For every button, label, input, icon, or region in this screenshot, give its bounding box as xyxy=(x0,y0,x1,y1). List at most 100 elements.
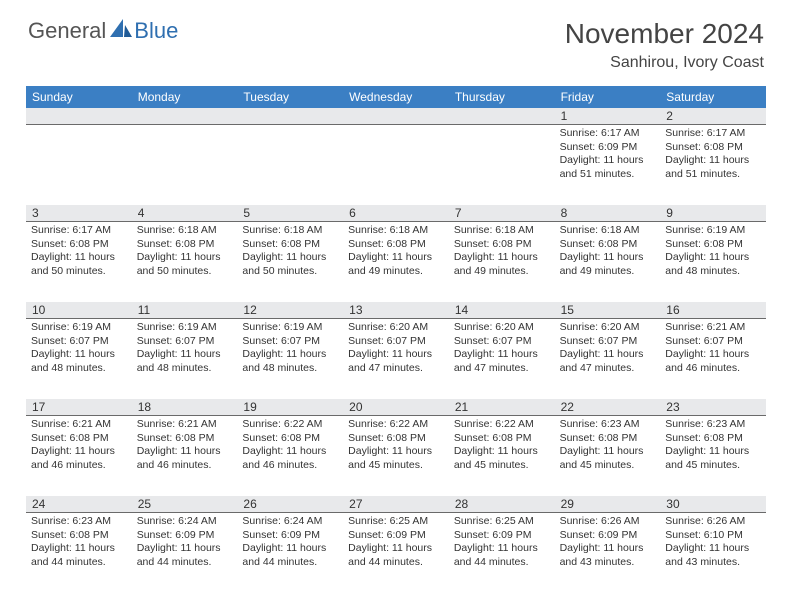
cell-content: Sunrise: 6:20 AMSunset: 6:07 PMDaylight:… xyxy=(555,319,661,380)
sunrise-text: Sunrise: 6:26 AM xyxy=(665,515,761,529)
day-number xyxy=(132,108,238,125)
daylight-text: Daylight: 11 hours and 45 minutes. xyxy=(665,445,761,472)
daylight-text: Daylight: 11 hours and 45 minutes. xyxy=(454,445,550,472)
sunrise-text: Sunrise: 6:24 AM xyxy=(137,515,233,529)
calendar-cell: Sunrise: 6:17 AMSunset: 6:09 PMDaylight:… xyxy=(555,125,661,205)
day-number: 18 xyxy=(132,399,238,416)
sunset-text: Sunset: 6:09 PM xyxy=(348,529,444,543)
sunset-text: Sunset: 6:08 PM xyxy=(242,238,338,252)
calendar-cell xyxy=(26,125,132,205)
sunrise-text: Sunrise: 6:23 AM xyxy=(560,418,656,432)
day-header-row: Sunday Monday Tuesday Wednesday Thursday… xyxy=(26,86,766,108)
day-number: 4 xyxy=(132,205,238,222)
sunset-text: Sunset: 6:08 PM xyxy=(242,432,338,446)
sunrise-text: Sunrise: 6:21 AM xyxy=(31,418,127,432)
day-number xyxy=(237,108,343,125)
day-number: 3 xyxy=(26,205,132,222)
calendar-cell xyxy=(343,125,449,205)
cell-content: Sunrise: 6:23 AMSunset: 6:08 PMDaylight:… xyxy=(660,416,766,477)
daylight-text: Daylight: 11 hours and 43 minutes. xyxy=(560,542,656,569)
day-number-row: 12 xyxy=(26,108,766,125)
day-number: 12 xyxy=(237,302,343,319)
day-number: 22 xyxy=(555,399,661,416)
cell-content: Sunrise: 6:20 AMSunset: 6:07 PMDaylight:… xyxy=(343,319,449,380)
daylight-text: Daylight: 11 hours and 45 minutes. xyxy=(348,445,444,472)
day-number: 25 xyxy=(132,496,238,513)
calendar-cell: Sunrise: 6:18 AMSunset: 6:08 PMDaylight:… xyxy=(237,222,343,302)
daylight-text: Daylight: 11 hours and 49 minutes. xyxy=(348,251,444,278)
sunrise-text: Sunrise: 6:18 AM xyxy=(560,224,656,238)
cell-content: Sunrise: 6:21 AMSunset: 6:07 PMDaylight:… xyxy=(660,319,766,380)
calendar-cell: Sunrise: 6:19 AMSunset: 6:07 PMDaylight:… xyxy=(237,319,343,399)
calendar-cell: Sunrise: 6:23 AMSunset: 6:08 PMDaylight:… xyxy=(555,416,661,496)
day-number: 1 xyxy=(555,108,661,125)
day-number: 27 xyxy=(343,496,449,513)
daylight-text: Daylight: 11 hours and 49 minutes. xyxy=(454,251,550,278)
cell-content: Sunrise: 6:21 AMSunset: 6:08 PMDaylight:… xyxy=(132,416,238,477)
sunrise-text: Sunrise: 6:17 AM xyxy=(560,127,656,141)
daylight-text: Daylight: 11 hours and 46 minutes. xyxy=(31,445,127,472)
day-number: 30 xyxy=(660,496,766,513)
daylight-text: Daylight: 11 hours and 44 minutes. xyxy=(137,542,233,569)
sunrise-text: Sunrise: 6:19 AM xyxy=(31,321,127,335)
daylight-text: Daylight: 11 hours and 46 minutes. xyxy=(137,445,233,472)
logo: General Blue xyxy=(28,18,178,44)
day-number: 24 xyxy=(26,496,132,513)
cell-content: Sunrise: 6:18 AMSunset: 6:08 PMDaylight:… xyxy=(132,222,238,283)
day-number-row: 3456789 xyxy=(26,205,766,222)
sunset-text: Sunset: 6:09 PM xyxy=(454,529,550,543)
day-number: 17 xyxy=(26,399,132,416)
calendar-cell: Sunrise: 6:18 AMSunset: 6:08 PMDaylight:… xyxy=(555,222,661,302)
calendar-cell: Sunrise: 6:23 AMSunset: 6:08 PMDaylight:… xyxy=(660,416,766,496)
calendar-cell: Sunrise: 6:20 AMSunset: 6:07 PMDaylight:… xyxy=(343,319,449,399)
day-number: 8 xyxy=(555,205,661,222)
sunset-text: Sunset: 6:08 PM xyxy=(560,432,656,446)
sunrise-text: Sunrise: 6:21 AM xyxy=(137,418,233,432)
sunrise-text: Sunrise: 6:21 AM xyxy=(665,321,761,335)
sail-icon xyxy=(110,19,132,44)
sunrise-text: Sunrise: 6:17 AM xyxy=(31,224,127,238)
cell-content: Sunrise: 6:25 AMSunset: 6:09 PMDaylight:… xyxy=(449,513,555,574)
cell-content xyxy=(26,125,132,131)
daylight-text: Daylight: 11 hours and 44 minutes. xyxy=(454,542,550,569)
calendar-cell: Sunrise: 6:19 AMSunset: 6:08 PMDaylight:… xyxy=(660,222,766,302)
cell-content xyxy=(132,125,238,131)
cell-content xyxy=(449,125,555,131)
daylight-text: Daylight: 11 hours and 43 minutes. xyxy=(665,542,761,569)
sunset-text: Sunset: 6:09 PM xyxy=(560,529,656,543)
cell-content: Sunrise: 6:20 AMSunset: 6:07 PMDaylight:… xyxy=(449,319,555,380)
calendar-cell: Sunrise: 6:22 AMSunset: 6:08 PMDaylight:… xyxy=(343,416,449,496)
calendar-cell: Sunrise: 6:25 AMSunset: 6:09 PMDaylight:… xyxy=(449,513,555,593)
day-number: 21 xyxy=(449,399,555,416)
sunrise-text: Sunrise: 6:22 AM xyxy=(242,418,338,432)
sunset-text: Sunset: 6:08 PM xyxy=(348,238,444,252)
sunrise-text: Sunrise: 6:17 AM xyxy=(665,127,761,141)
sunset-text: Sunset: 6:08 PM xyxy=(665,432,761,446)
calendar-cell: Sunrise: 6:18 AMSunset: 6:08 PMDaylight:… xyxy=(343,222,449,302)
cell-content xyxy=(343,125,449,131)
day-header: Saturday xyxy=(660,86,766,108)
calendar-cell: Sunrise: 6:22 AMSunset: 6:08 PMDaylight:… xyxy=(449,416,555,496)
daylight-text: Daylight: 11 hours and 48 minutes. xyxy=(665,251,761,278)
sunrise-text: Sunrise: 6:18 AM xyxy=(242,224,338,238)
sunrise-text: Sunrise: 6:23 AM xyxy=(665,418,761,432)
cell-content: Sunrise: 6:23 AMSunset: 6:08 PMDaylight:… xyxy=(555,416,661,477)
cell-content: Sunrise: 6:21 AMSunset: 6:08 PMDaylight:… xyxy=(26,416,132,477)
day-number: 5 xyxy=(237,205,343,222)
sunset-text: Sunset: 6:08 PM xyxy=(665,141,761,155)
day-number: 14 xyxy=(449,302,555,319)
sunset-text: Sunset: 6:08 PM xyxy=(454,238,550,252)
day-header: Sunday xyxy=(26,86,132,108)
daylight-text: Daylight: 11 hours and 50 minutes. xyxy=(242,251,338,278)
daylight-text: Daylight: 11 hours and 47 minutes. xyxy=(348,348,444,375)
calendar-cell: Sunrise: 6:20 AMSunset: 6:07 PMDaylight:… xyxy=(555,319,661,399)
daylight-text: Daylight: 11 hours and 46 minutes. xyxy=(665,348,761,375)
calendar-cell: Sunrise: 6:24 AMSunset: 6:09 PMDaylight:… xyxy=(132,513,238,593)
daylight-text: Daylight: 11 hours and 47 minutes. xyxy=(560,348,656,375)
calendar-cell: Sunrise: 6:17 AMSunset: 6:08 PMDaylight:… xyxy=(660,125,766,205)
calendar-cell: Sunrise: 6:26 AMSunset: 6:10 PMDaylight:… xyxy=(660,513,766,593)
sunset-text: Sunset: 6:07 PM xyxy=(242,335,338,349)
sunset-text: Sunset: 6:07 PM xyxy=(31,335,127,349)
day-number-row: 17181920212223 xyxy=(26,399,766,416)
sunset-text: Sunset: 6:08 PM xyxy=(31,432,127,446)
